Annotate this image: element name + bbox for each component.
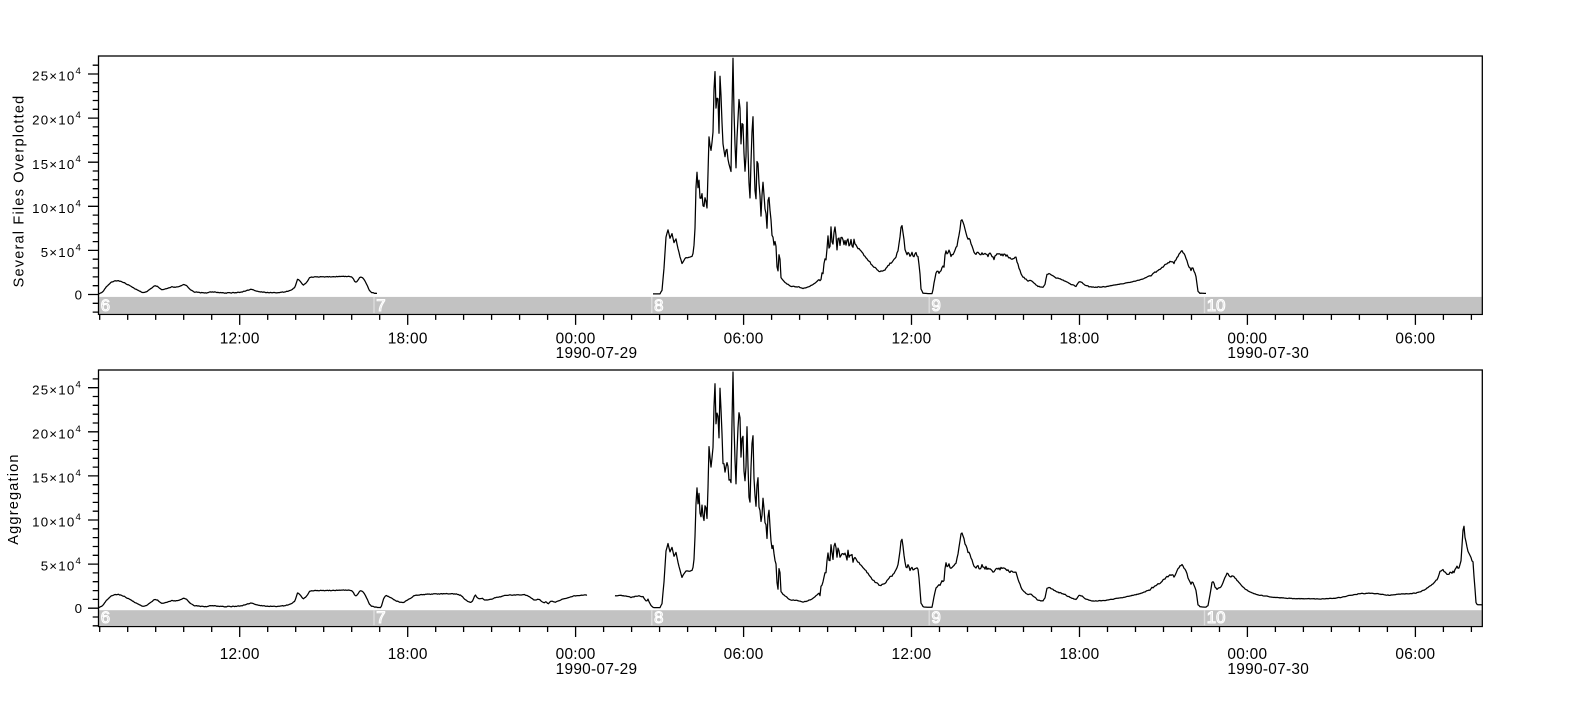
svg-text:7: 7 (376, 296, 385, 315)
svg-text:1990-07-29: 1990-07-29 (556, 345, 638, 362)
svg-text:25×104: 25×104 (32, 66, 82, 84)
svg-text:Several Files Overplotted: Several Files Overplotted (11, 95, 27, 288)
svg-text:25×104: 25×104 (32, 380, 82, 398)
svg-text:8: 8 (654, 608, 663, 627)
svg-text:1990-07-30: 1990-07-30 (1227, 661, 1309, 678)
svg-text:18:00: 18:00 (388, 331, 428, 348)
svg-text:06:00: 06:00 (724, 331, 764, 348)
svg-text:20×104: 20×104 (32, 110, 82, 128)
svg-text:18:00: 18:00 (388, 646, 428, 663)
svg-text:12:00: 12:00 (891, 646, 931, 663)
svg-text:18:00: 18:00 (1059, 331, 1099, 348)
svg-text:1990-07-29: 1990-07-29 (556, 661, 638, 678)
svg-text:12:00: 12:00 (220, 646, 260, 663)
svg-text:00:00: 00:00 (556, 331, 596, 348)
svg-text:12:00: 12:00 (891, 331, 931, 348)
svg-text:0: 0 (75, 287, 82, 302)
svg-text:9: 9 (932, 608, 941, 627)
svg-text:1990-07-30: 1990-07-30 (1227, 345, 1309, 362)
svg-text:06:00: 06:00 (724, 646, 764, 663)
svg-text:20×104: 20×104 (32, 424, 82, 442)
svg-text:06:00: 06:00 (1395, 646, 1435, 663)
svg-text:00:00: 00:00 (1227, 331, 1267, 348)
svg-text:12:00: 12:00 (220, 331, 260, 348)
svg-text:0: 0 (75, 601, 82, 616)
svg-text:Aggregation: Aggregation (6, 453, 22, 544)
svg-text:10: 10 (1207, 296, 1226, 315)
svg-text:9: 9 (932, 296, 941, 315)
svg-text:5×104: 5×104 (41, 556, 82, 574)
svg-text:10×104: 10×104 (32, 512, 82, 530)
svg-text:10: 10 (1207, 608, 1226, 627)
svg-text:5×104: 5×104 (41, 242, 82, 260)
svg-text:00:00: 00:00 (556, 646, 596, 663)
svg-text:18:00: 18:00 (1059, 646, 1099, 663)
svg-text:8: 8 (654, 296, 663, 315)
svg-text:10×104: 10×104 (32, 198, 82, 216)
svg-text:6: 6 (101, 608, 110, 627)
svg-text:6: 6 (101, 296, 110, 315)
svg-text:06:00: 06:00 (1395, 331, 1435, 348)
svg-text:00:00: 00:00 (1227, 646, 1267, 663)
svg-text:15×104: 15×104 (32, 468, 82, 486)
svg-text:7: 7 (376, 608, 385, 627)
svg-text:15×104: 15×104 (32, 154, 82, 172)
